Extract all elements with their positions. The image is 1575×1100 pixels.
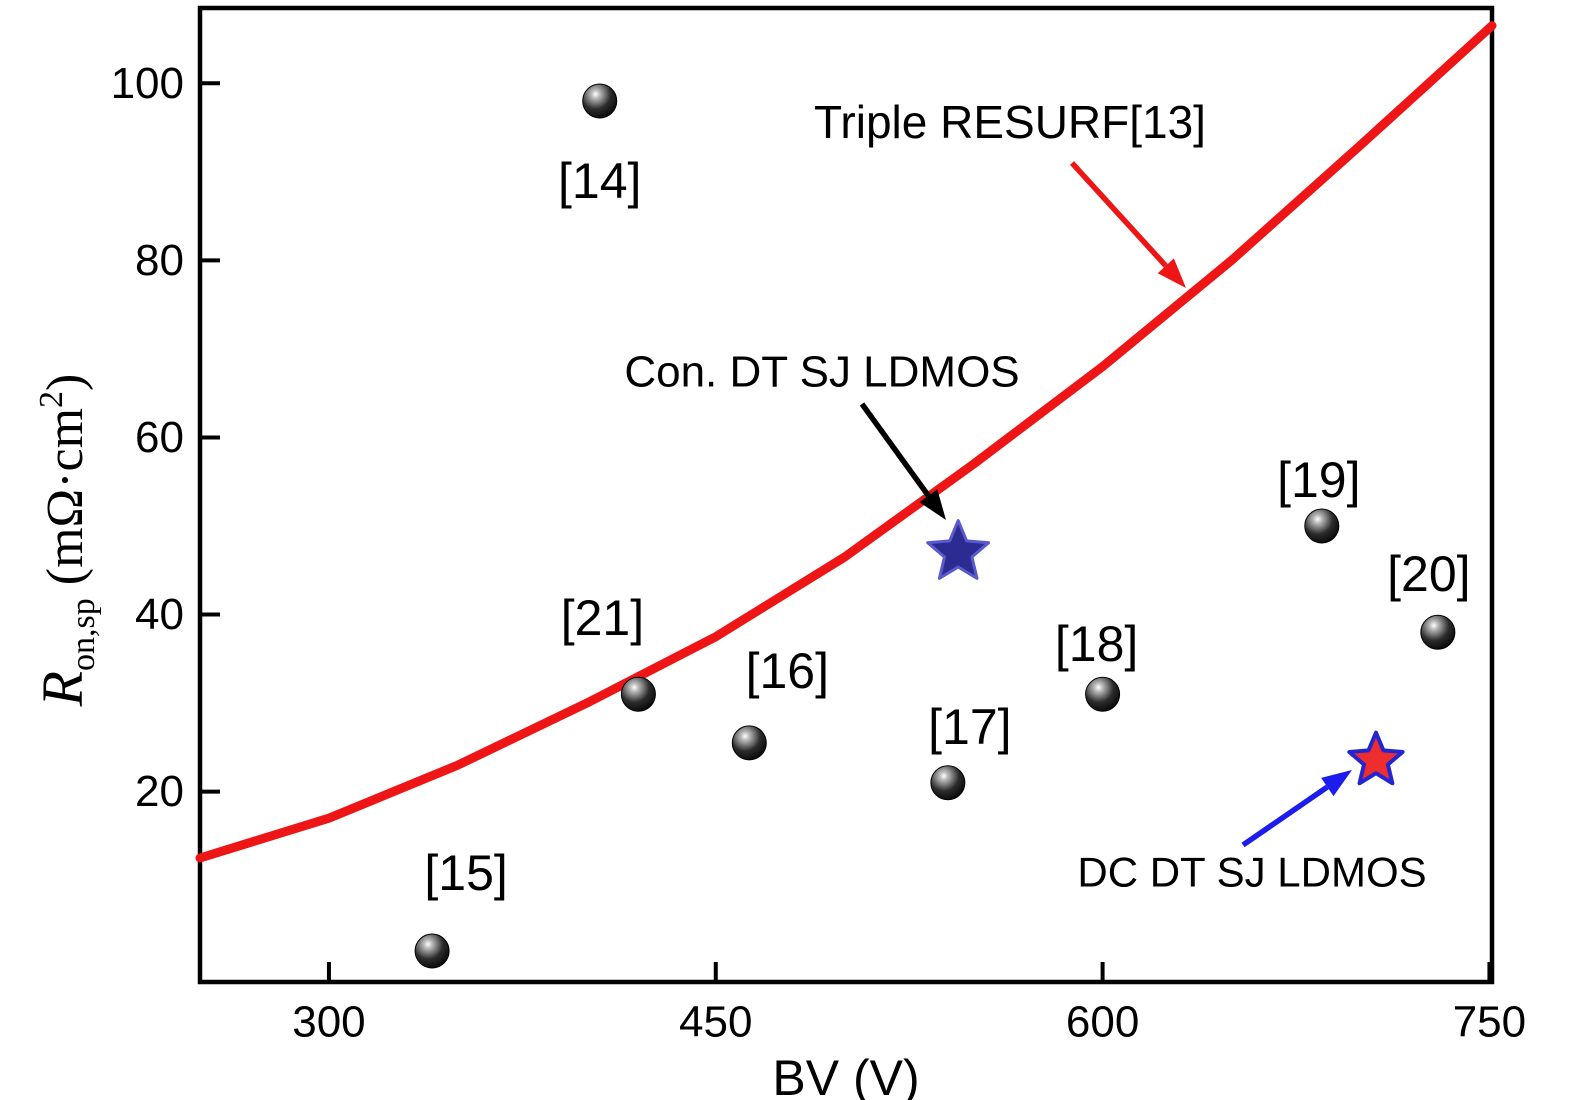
annotation-arrow-line xyxy=(1241,784,1329,848)
annotation-arrow-line xyxy=(1069,161,1168,268)
data-point-18 xyxy=(1085,676,1121,712)
y-tick-label: 20 xyxy=(135,767,184,816)
con-dt-sj-ldmos-label: Con. DT SJ LDMOS xyxy=(624,348,1019,397)
data-point-14 xyxy=(582,83,618,119)
data-point-17 xyxy=(930,765,966,801)
annotation-arrow-line xyxy=(859,402,931,498)
dc-dt-sj-ldmos-label: DC DT SJ LDMOS xyxy=(1077,849,1426,896)
data-point-15 xyxy=(414,933,450,969)
con-dt-sj-ldmos-star xyxy=(926,519,991,580)
annotation-arrow-head xyxy=(1321,770,1352,797)
data-point-21 xyxy=(620,676,656,712)
point-label-21: [21] xyxy=(561,590,644,646)
annotation-arrow-head xyxy=(919,489,946,520)
annotation-arrow-head xyxy=(1157,258,1186,288)
y-tick-label: 80 xyxy=(135,236,184,285)
x-tick-label: 300 xyxy=(292,998,365,1047)
point-label-17: [17] xyxy=(928,699,1011,755)
point-label-19: [19] xyxy=(1277,452,1360,508)
point-label-14: [14] xyxy=(558,153,641,209)
data-point-19 xyxy=(1304,508,1340,544)
x-tick-label: 600 xyxy=(1066,998,1139,1047)
dc-dt-sj-ldmos-star xyxy=(1347,730,1405,786)
x-axis-title: BV (V) xyxy=(772,1050,919,1100)
data-point-16 xyxy=(731,725,767,761)
triple-resurf-curve xyxy=(195,21,1497,863)
y-tick-label: 100 xyxy=(111,59,184,108)
point-label-15: [15] xyxy=(424,845,507,901)
point-label-16: [16] xyxy=(746,643,829,699)
plot-border xyxy=(197,5,1495,985)
point-label-20: [20] xyxy=(1387,546,1470,602)
x-tick-label: 450 xyxy=(679,998,752,1047)
y-axis-title: Ron,sp (mΩ·cm2) xyxy=(30,374,102,708)
y-tick-label: 60 xyxy=(135,413,184,462)
point-label-18: [18] xyxy=(1055,616,1138,672)
data-point-20 xyxy=(1420,614,1456,650)
y-tick-label: 40 xyxy=(135,590,184,639)
x-tick-label: 750 xyxy=(1453,998,1526,1047)
triple-resurf-label: Triple RESURF[13] xyxy=(814,96,1206,148)
